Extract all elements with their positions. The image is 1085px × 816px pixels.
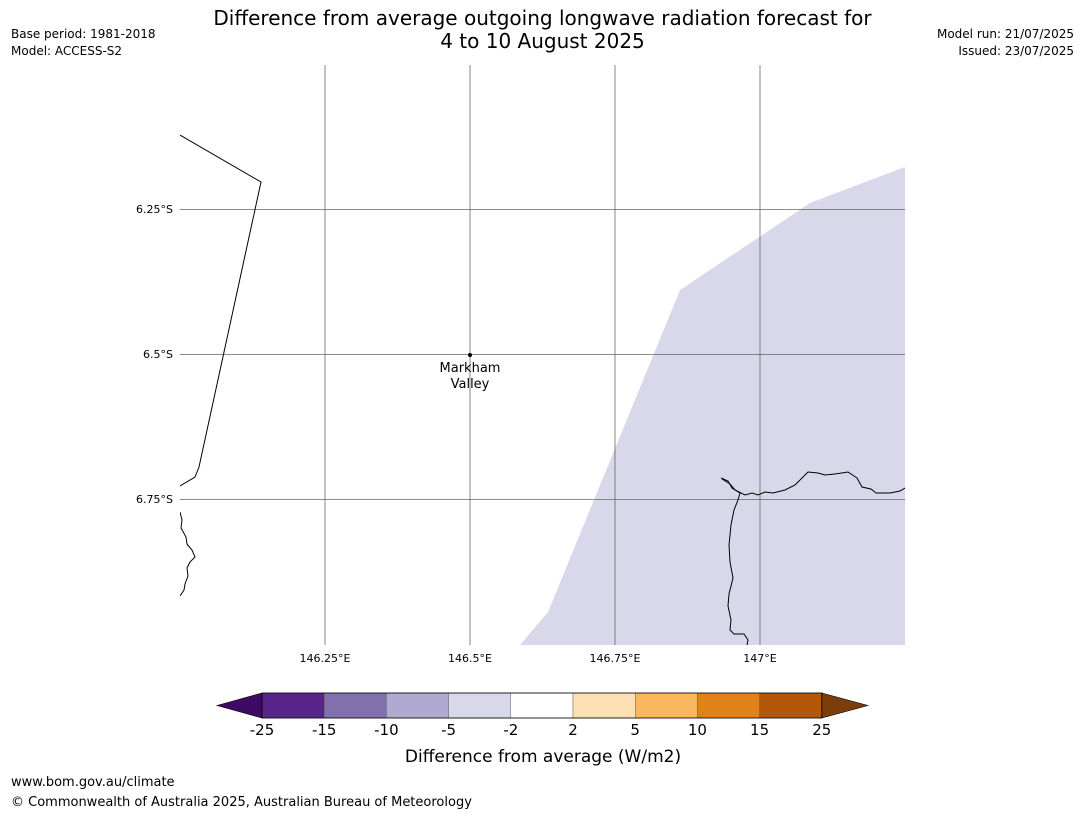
map-title: Difference from average outgoing longwav… <box>0 7 1085 53</box>
colorbar-segment <box>572 692 636 719</box>
colorbar-label: Difference from average (W/m2) <box>405 747 681 767</box>
lon-label-146-25: 146.25°E <box>300 652 351 665</box>
colorbar-segment <box>261 692 325 719</box>
coastline-west <box>180 511 196 597</box>
lat-label-6-25: 6.25°S <box>136 203 173 216</box>
colorbar-segment <box>697 692 760 719</box>
colorbar-tick-label: 5 <box>630 721 640 739</box>
colorbar-segment <box>448 692 512 719</box>
model-text: Model: ACCESS-S2 <box>11 44 123 58</box>
lat-label-6-5: 6.5°S <box>143 348 173 361</box>
colorbar-tick-label: -15 <box>312 721 337 739</box>
colorbar-tick-label: -2 <box>503 721 518 739</box>
lon-label-146-5: 146.5°E <box>448 652 492 665</box>
border-line-west <box>180 134 262 487</box>
colorbar-segment <box>510 692 574 719</box>
colorbar-tick-label: -25 <box>250 721 275 739</box>
footer-copyright: © Commonwealth of Australia 2025, Austra… <box>11 795 472 810</box>
map: Markham Valley 6.25°S 6.5°S 6.75°S 146.2… <box>136 65 905 665</box>
colorbar-segment <box>324 692 387 719</box>
place-label-line2: Valley <box>451 377 490 392</box>
colorbar-extend-high <box>821 692 870 719</box>
gridlines <box>180 65 905 645</box>
coastlines <box>180 134 905 645</box>
coastline-east <box>721 471 905 496</box>
place-marker-markham-valley <box>468 353 472 357</box>
issued-text: Issued: 23/07/2025 <box>958 44 1074 58</box>
colorbar-tick-label: -5 <box>441 721 456 739</box>
lon-label-146-75: 146.75°E <box>590 652 641 665</box>
map-title-line1: Difference from average outgoing longwav… <box>213 6 872 30</box>
lon-label-147: 147°E <box>743 652 776 665</box>
colorbar-segment <box>759 692 822 719</box>
colorbar-tick-label: 25 <box>812 721 831 739</box>
colorbar-segment <box>635 692 698 719</box>
header-meta-left: Base period: 1981-2018 Model: ACCESS-S2 <box>11 26 156 60</box>
colorbar-group: -25 -15 -10 -5 -2 2 5 10 15 25 <box>215 692 870 739</box>
anomaly-region <box>520 167 905 645</box>
colorbar-tick-label: 10 <box>688 721 707 739</box>
colorbar-extend-low <box>215 692 263 719</box>
lat-label-6-75: 6.75°S <box>136 493 173 506</box>
colorbar-tick-label: 15 <box>750 721 769 739</box>
base-period-text: Base period: 1981-2018 <box>11 27 156 41</box>
header-meta-right: Model run: 21/07/2025 Issued: 23/07/2025 <box>937 26 1074 60</box>
place-label-line1: Markham <box>440 361 501 376</box>
colorbar-tick-label: -10 <box>374 721 399 739</box>
footer-url: www.bom.gov.au/climate <box>11 775 175 790</box>
map-title-line2: 4 to 10 August 2025 <box>440 29 645 53</box>
model-run-text: Model run: 21/07/2025 <box>936 27 1074 41</box>
colorbar-segment <box>386 692 449 719</box>
colorbar-outline <box>261 692 823 719</box>
colorbar-tick-label: 2 <box>568 721 578 739</box>
